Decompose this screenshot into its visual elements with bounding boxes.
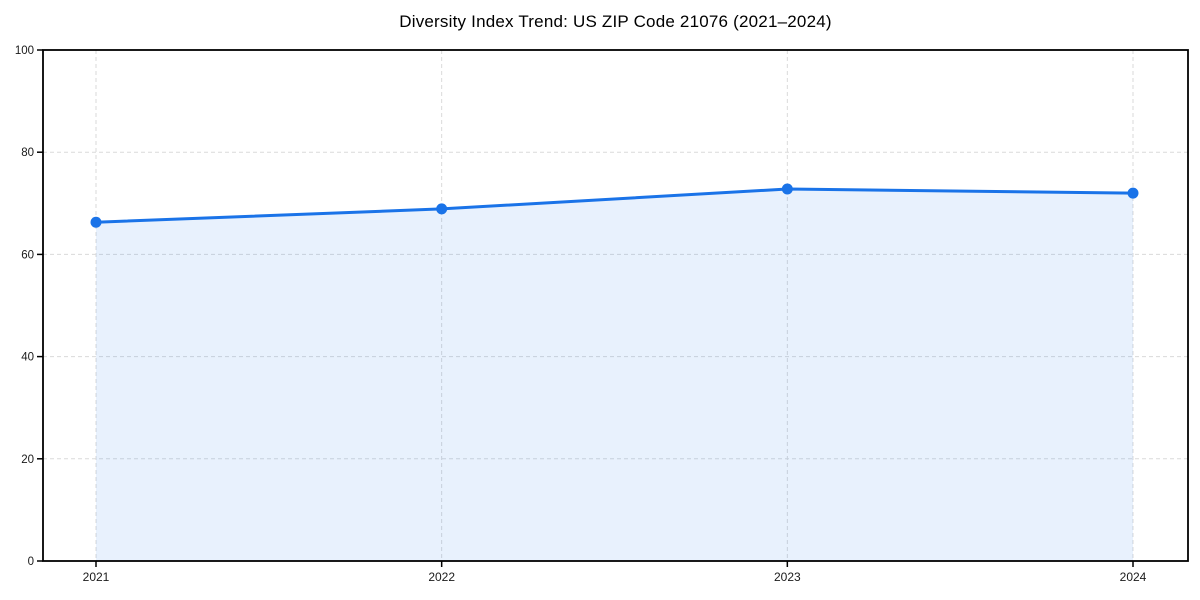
trend-line — [94, 187, 1135, 224]
y-tick-label: 80 — [21, 147, 34, 159]
x-tick-label: 2021 — [83, 570, 110, 584]
y-tick-label: 40 — [21, 352, 34, 364]
area-fill — [96, 188, 1133, 561]
data-point-marker — [90, 216, 102, 228]
x-tick-label: 2023 — [774, 570, 801, 584]
data-point-marker — [1127, 187, 1139, 199]
y-tick-label: 60 — [21, 249, 34, 261]
y-tick-label: 0 — [28, 556, 34, 568]
y-tick-label: 20 — [21, 454, 34, 466]
data-point-marker — [436, 203, 448, 215]
x-tick-label: 2024 — [1120, 570, 1147, 584]
data-point-marker — [781, 183, 793, 195]
x-tick-label: 2022 — [428, 570, 455, 584]
plot-border — [42, 49, 1189, 562]
y-tick-label: 100 — [15, 45, 34, 57]
chart-title: Diversity Index Trend: US ZIP Code 21076… — [399, 12, 832, 31]
